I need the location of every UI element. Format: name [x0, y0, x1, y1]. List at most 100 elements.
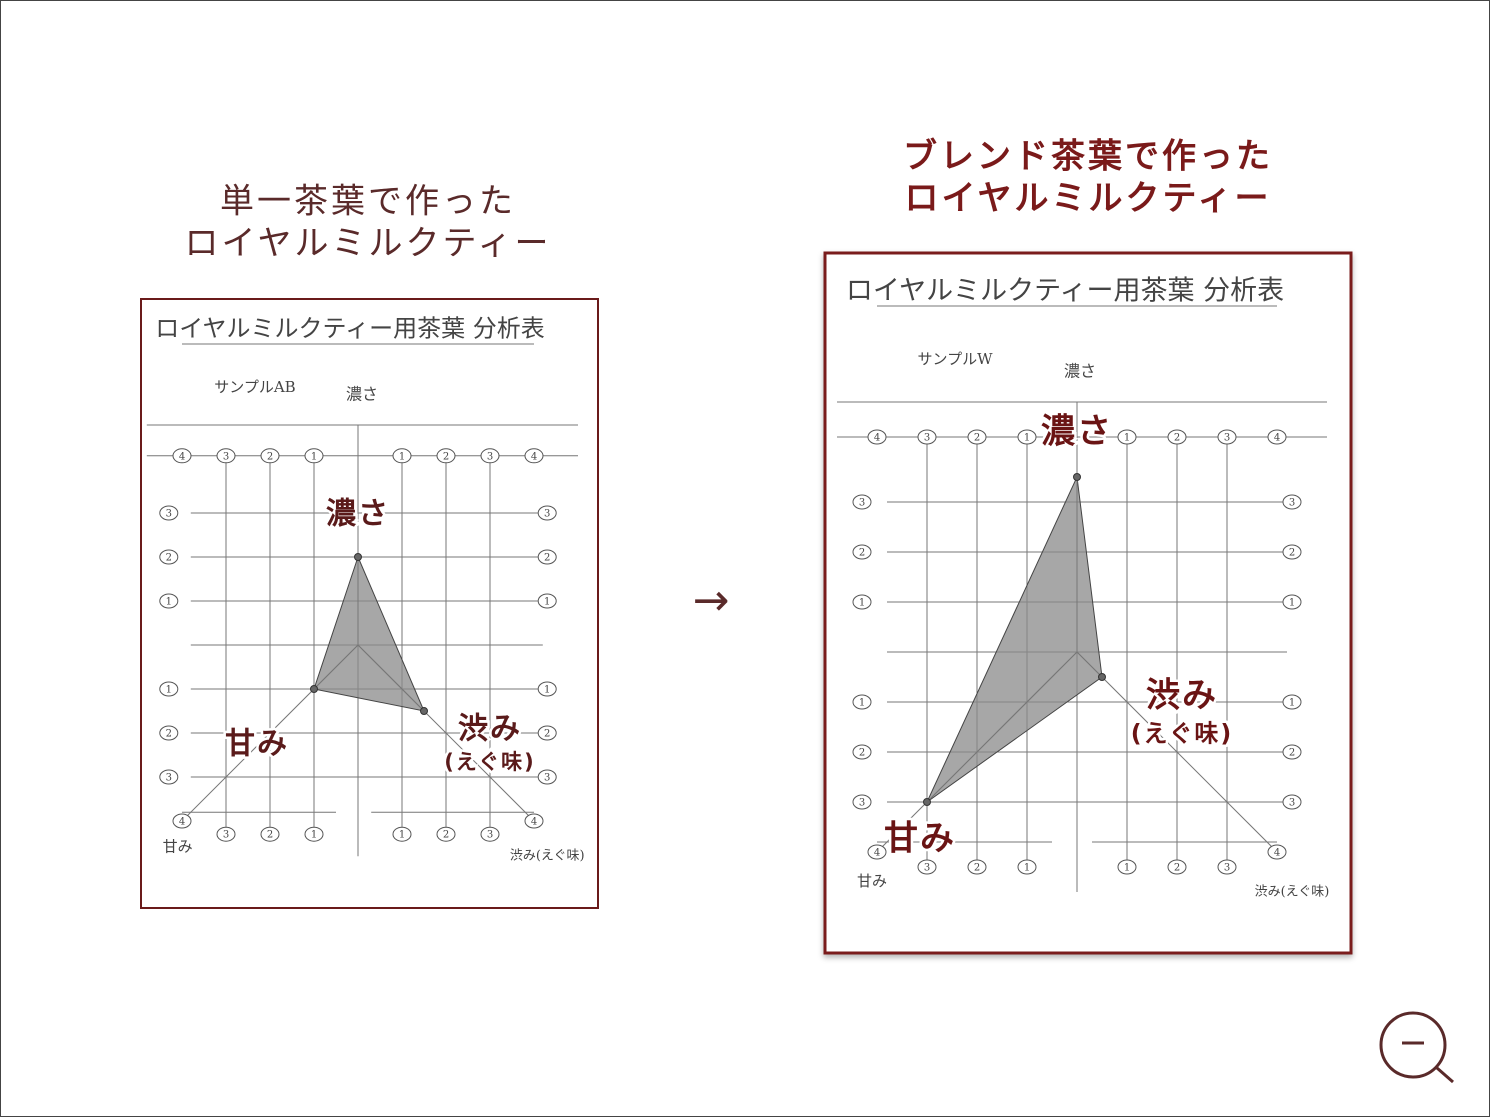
scale-circle — [1017, 859, 1037, 875]
scale-number: 3 — [1289, 798, 1295, 809]
scale-circle — [537, 681, 557, 697]
sample-label: サンプルW — [918, 350, 994, 368]
scale-circle — [852, 544, 872, 560]
scale-number: 2 — [166, 553, 172, 564]
heading: ロイヤルミルクティー — [185, 224, 552, 264]
scale-circle — [436, 448, 456, 464]
scale-circle — [1282, 494, 1302, 510]
scale-number: 2 — [166, 729, 172, 740]
scale-circle — [1017, 429, 1037, 445]
scale-number: 1 — [859, 698, 865, 709]
scale-circle — [537, 769, 557, 785]
scale-number: 2 — [443, 830, 449, 841]
scale-circle — [172, 813, 192, 829]
scale-number: 2 — [1289, 548, 1295, 559]
scale-number: 2 — [544, 553, 550, 564]
scale-circle — [159, 549, 179, 565]
scale-circle — [1282, 744, 1302, 760]
scale-circle — [852, 694, 872, 710]
axis-label: 甘み — [163, 837, 193, 855]
scale-number: 2 — [859, 548, 865, 559]
scale-circle — [216, 826, 236, 842]
zoom-icon[interactable] — [1379, 1011, 1454, 1084]
scale-number: 1 — [166, 597, 172, 608]
scale-circle — [159, 505, 179, 521]
scale-circle — [1167, 429, 1187, 445]
scale-circle — [537, 505, 557, 521]
scale-circle — [172, 448, 192, 464]
scale-number: 4 — [874, 848, 880, 859]
scale-number: 2 — [1174, 863, 1180, 874]
scale-number: 1 — [1124, 863, 1130, 874]
axis-label: 甘み — [857, 872, 887, 890]
scale-number: 3 — [487, 451, 493, 462]
scale-number: 1 — [1024, 433, 1030, 444]
scale-circle — [537, 593, 557, 609]
scale-number: 2 — [974, 433, 980, 444]
scale-number: 4 — [179, 817, 185, 828]
sample-label: サンプルAB — [214, 378, 295, 396]
scale-number: 1 — [1024, 863, 1030, 874]
heading: 単一茶葉で作った — [220, 182, 516, 222]
scale-circle — [1117, 859, 1137, 875]
scale-number: 2 — [267, 830, 273, 841]
scale-circle — [852, 744, 872, 760]
taste-label: (えぐ味) — [444, 750, 536, 774]
grid-line — [1076, 651, 1103, 678]
scale-number: 1 — [1289, 698, 1295, 709]
scale-circle — [480, 826, 500, 842]
scale-circle — [537, 549, 557, 565]
grid-line — [1076, 651, 1278, 853]
taste-label: 甘み — [225, 727, 289, 762]
scale-circle — [1282, 794, 1302, 810]
taste-label: 濃さ — [326, 497, 390, 532]
scale-number: 1 — [311, 451, 317, 462]
scale-circle — [260, 448, 280, 464]
scale-number: 1 — [399, 830, 405, 841]
scale-number: 3 — [859, 498, 865, 509]
scale-circle — [159, 769, 179, 785]
scale-circle — [967, 859, 987, 875]
grid-line — [926, 651, 1078, 803]
scale-circle — [1267, 429, 1287, 445]
scale-number: 4 — [179, 451, 185, 462]
taste-area — [313, 555, 425, 712]
scale-circle — [159, 593, 179, 609]
scale-circle — [1217, 859, 1237, 875]
scale-circle — [967, 429, 987, 445]
scale-circle — [216, 448, 236, 464]
scale-number: 2 — [1174, 433, 1180, 444]
scale-circle — [436, 826, 456, 842]
scale-number: 3 — [544, 773, 550, 784]
scale-number: 2 — [974, 863, 980, 874]
taste-area — [925, 475, 1103, 804]
scale-number: 2 — [859, 748, 865, 759]
axis-label: 渋み(えぐ味) — [1255, 885, 1330, 900]
scale-number: 3 — [1224, 863, 1230, 874]
scale-number: 2 — [1289, 748, 1295, 759]
scale-circle — [1282, 694, 1302, 710]
scale-number: 3 — [1289, 498, 1295, 509]
scale-number: 4 — [1274, 433, 1280, 444]
scale-number: 4 — [1274, 848, 1280, 859]
scale-circle — [1282, 544, 1302, 560]
scale-number: 3 — [924, 433, 930, 444]
scale-circle — [480, 448, 500, 464]
scale-number: 3 — [166, 509, 172, 520]
scale-circle — [852, 594, 872, 610]
scale-circle — [852, 794, 872, 810]
scale-number: 3 — [166, 773, 172, 784]
scale-number: 1 — [544, 597, 550, 608]
taste-label: 渋み — [458, 712, 522, 747]
scale-circle — [537, 725, 557, 741]
scale-number: 1 — [544, 685, 550, 696]
heading: ブレンド茶葉で作った — [903, 137, 1273, 177]
scale-circle — [392, 448, 412, 464]
scale-number: 4 — [874, 433, 880, 444]
scale-number: 4 — [531, 451, 537, 462]
scale-circle — [917, 859, 937, 875]
scale-number: 1 — [311, 830, 317, 841]
scale-number: 3 — [859, 798, 865, 809]
axis-label: 濃さ — [346, 385, 378, 404]
taste-label: 濃さ — [1041, 412, 1113, 452]
